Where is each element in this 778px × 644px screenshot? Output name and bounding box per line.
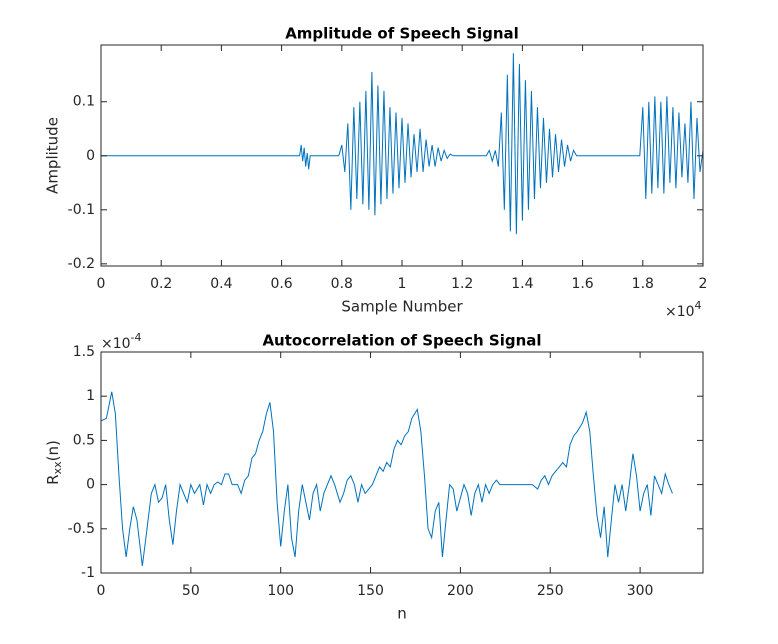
chart-title: Autocorrelation of Speech Signal — [262, 332, 541, 350]
x-tick-label: 200 — [447, 583, 474, 599]
y-tick-label: 0.5 — [73, 432, 95, 448]
axis-multiplier: ×104 — [665, 299, 702, 320]
y-label-base: R — [44, 474, 62, 484]
multiplier-power: -4 — [131, 331, 142, 344]
x-tick-label: 1.8 — [632, 276, 654, 292]
x-axis-label: n — [397, 605, 407, 623]
axis-multiplier: ×10-4 — [101, 331, 142, 352]
x-tick-label: 250 — [537, 583, 564, 599]
y-axis-label: Amplitude — [44, 117, 62, 194]
x-tick-label: 300 — [627, 583, 654, 599]
x-tick-label: 1.6 — [571, 276, 593, 292]
y-tick-label: -0.2 — [68, 256, 95, 272]
x-tick-label: 0 — [97, 276, 106, 292]
x-tick-label: 0 — [97, 583, 106, 599]
x-tick-label: 0.4 — [210, 276, 232, 292]
multiplier-base: ×10 — [665, 304, 695, 320]
x-tick-label: 50 — [182, 583, 200, 599]
y-tick-label: 1 — [86, 388, 95, 404]
x-tick-label: 1 — [398, 276, 407, 292]
multiplier-base: ×10 — [101, 336, 131, 352]
x-tick-label: 0.6 — [270, 276, 292, 292]
plot-area — [100, 351, 704, 574]
x-tick-label: 0.2 — [150, 276, 172, 292]
x-tick-label: 100 — [267, 583, 294, 599]
data-line — [100, 391, 673, 566]
x-tick-label: 150 — [357, 583, 384, 599]
y-tick-label: 0 — [86, 477, 95, 493]
y-tick-label: 0 — [86, 148, 95, 164]
axes-box — [100, 351, 704, 574]
y-tick-label: -0.1 — [68, 202, 95, 218]
y-tick-label: -1 — [81, 565, 95, 581]
x-tick-label: 1.4 — [511, 276, 533, 292]
chart-title: Amplitude of Speech Signal — [285, 25, 519, 43]
x-tick-label: 0.8 — [331, 276, 353, 292]
x-tick-label: 1.2 — [451, 276, 473, 292]
y-label-rest: (n) — [44, 440, 62, 461]
x-tick-label: 2 — [699, 276, 708, 292]
x-axis-label: Sample Number — [341, 298, 463, 316]
y-tick-label: -0.5 — [68, 521, 95, 537]
y-axis-label: Rxx(n) — [44, 440, 65, 485]
data-line — [101, 53, 704, 235]
y-tick-label: 1.5 — [73, 344, 95, 360]
y-label-sub: xx — [51, 461, 64, 475]
y-tick-label: 0.1 — [73, 94, 95, 110]
multiplier-power: 4 — [695, 299, 702, 312]
